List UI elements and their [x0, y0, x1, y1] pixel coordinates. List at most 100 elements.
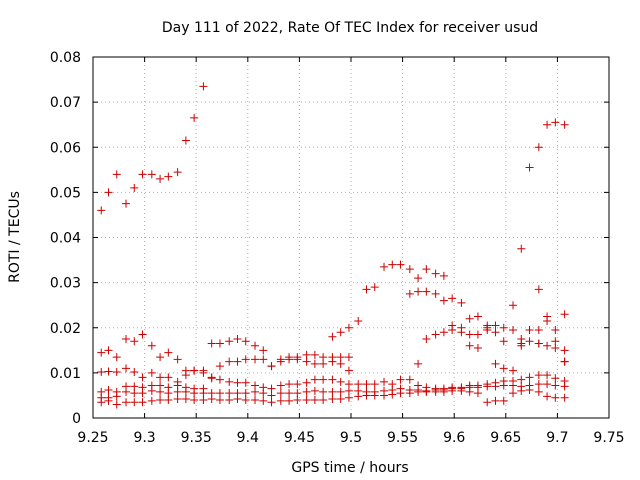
- data-point: [380, 262, 389, 271]
- data-point: [465, 387, 474, 396]
- axis-ticks: 9.25 9.3 9.35 9.4 9.45 9.5 9.55 9.6 9.65 9.7 9.75 0…: [50, 50, 625, 446]
- data-point: [491, 382, 500, 391]
- data-point: [122, 398, 131, 407]
- data-point: [181, 136, 190, 145]
- data-point: [233, 357, 242, 366]
- data-point: [302, 395, 311, 404]
- data-point: [483, 382, 492, 391]
- data-point: [499, 364, 508, 373]
- data-point: [251, 355, 260, 364]
- data-point: [525, 163, 534, 172]
- data-point: [431, 289, 440, 298]
- data-point: [310, 375, 319, 384]
- data-point: [534, 285, 543, 294]
- data-point: [112, 392, 121, 401]
- data-point: [525, 337, 534, 346]
- data-point: [336, 395, 345, 404]
- data-point: [405, 375, 414, 384]
- data-point: [491, 321, 500, 330]
- y-tick-label: 0.05: [50, 185, 81, 201]
- data-point: [138, 373, 147, 382]
- data-point: [233, 395, 242, 404]
- data-point: [336, 353, 345, 362]
- data-point: [525, 386, 534, 395]
- data-point: [173, 168, 182, 177]
- data-point: [251, 341, 260, 350]
- data-point: [362, 285, 371, 294]
- data-point: [130, 398, 139, 407]
- x-tick-label: 9.6: [443, 430, 465, 446]
- x-tick-label: 9.4: [237, 430, 259, 446]
- data-point: [499, 323, 508, 332]
- data-point: [156, 387, 165, 396]
- data-point: [509, 301, 518, 310]
- data-point: [362, 380, 371, 389]
- data-point: [534, 371, 543, 380]
- data-point: [207, 395, 216, 404]
- data-point: [130, 183, 139, 192]
- data-point: [130, 382, 139, 391]
- data-point: [509, 326, 518, 335]
- data-point: [551, 393, 560, 402]
- data-point: [543, 120, 552, 129]
- data-point: [302, 378, 311, 387]
- data-point: [439, 328, 448, 337]
- data-point: [225, 389, 234, 398]
- data-point: [483, 326, 492, 335]
- data-point: [422, 387, 431, 396]
- data-point: [388, 390, 397, 399]
- data-point: [156, 395, 165, 404]
- data-point: [276, 396, 285, 405]
- data-point: [122, 364, 131, 373]
- data-point: [310, 395, 319, 404]
- data-point: [215, 339, 224, 348]
- data-point: [414, 387, 423, 396]
- data-point: [336, 328, 345, 337]
- data-point: [336, 377, 345, 386]
- data-point: [473, 330, 482, 339]
- data-point: [491, 396, 500, 405]
- data-point: [344, 393, 353, 402]
- data-point: [344, 323, 353, 332]
- x-tick-label: 9.55: [387, 430, 418, 446]
- data-point: [457, 328, 466, 337]
- data-point: [164, 395, 173, 404]
- data-point: [551, 344, 560, 353]
- data-point: [241, 378, 250, 387]
- data-point: [543, 316, 552, 325]
- data-point: [251, 387, 260, 396]
- data-point: [448, 294, 457, 303]
- data-point: [173, 387, 182, 396]
- data-point: [422, 335, 431, 344]
- data-point: [164, 172, 173, 181]
- data-point: [276, 381, 285, 390]
- data-point: [97, 367, 106, 376]
- data-point: [396, 375, 405, 384]
- data-point: [112, 400, 121, 409]
- data-point: [215, 395, 224, 404]
- data-point: [344, 386, 353, 395]
- data-point: [181, 387, 190, 396]
- data-point: [267, 384, 276, 393]
- data-point: [499, 337, 508, 346]
- data-point: [354, 316, 363, 325]
- data-point: [509, 366, 518, 375]
- data-point: [509, 381, 518, 390]
- data-point: [534, 339, 543, 348]
- x-tick-label: 9.75: [593, 430, 624, 446]
- data-point: [354, 392, 363, 401]
- data-point: [465, 314, 474, 323]
- data-point: [97, 348, 106, 357]
- y-tick-label: 0.04: [50, 231, 81, 247]
- data-point: [207, 339, 216, 348]
- data-point: [130, 389, 139, 398]
- data-point: [112, 353, 121, 362]
- data-point: [422, 265, 431, 274]
- data-point: [147, 368, 156, 377]
- data-point: [130, 367, 139, 376]
- data-point: [517, 341, 526, 350]
- data-point: [225, 395, 234, 404]
- x-tick-label: 9.5: [340, 430, 362, 446]
- data-point: [122, 387, 131, 396]
- data-point: [370, 380, 379, 389]
